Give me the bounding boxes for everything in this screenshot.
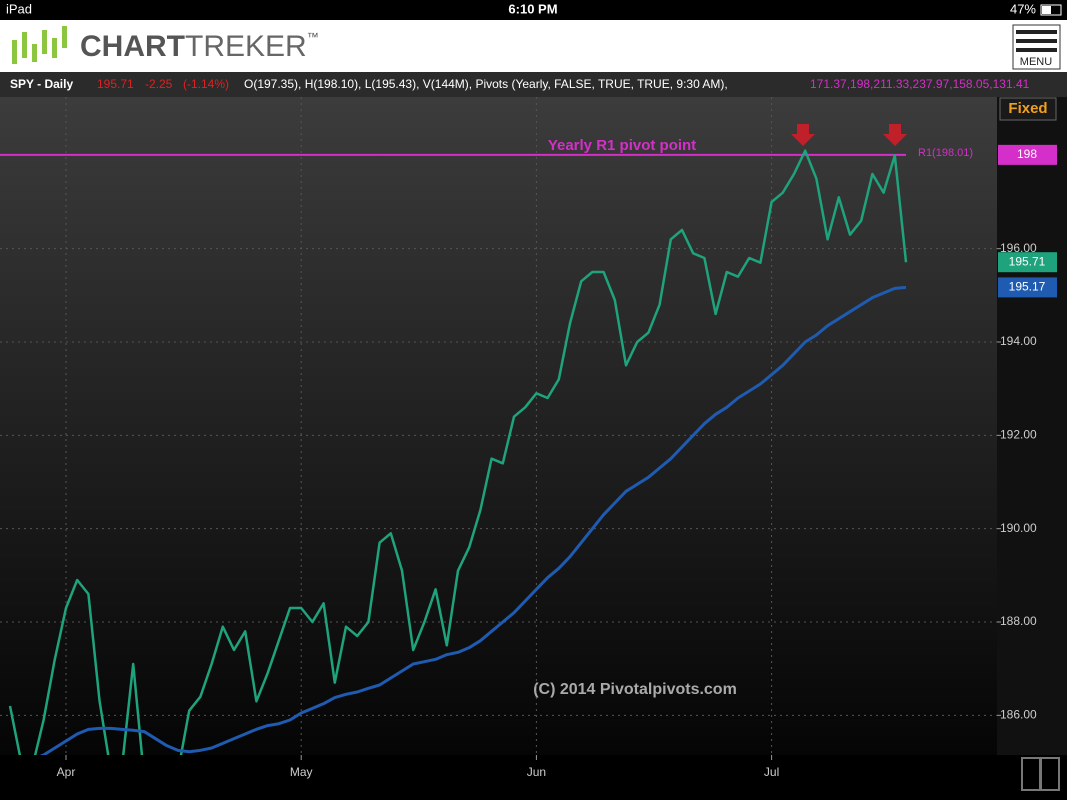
y-tick-label: 188.00 [1000,614,1037,628]
pivot-values: 171.37,198,211.33,237.97,158.05,131.41 [810,77,1030,91]
menu-bar [1016,39,1057,43]
arrow [791,124,815,146]
x-tick-label: May [290,765,313,779]
status-bar [0,0,1067,20]
mode-box[interactable] [999,97,1057,121]
series-line [39,285,907,755]
mode[interactable]: Fixed [1008,100,1047,117]
battery-level [1042,6,1051,14]
corner-icon[interactable] [1021,757,1060,791]
last-value-label: 195.71 [1009,254,1046,268]
plot [0,149,908,755]
menu-label[interactable]: MENU [1020,56,1052,68]
last-value-tag [998,277,1057,298]
last-value-tag [998,252,1057,273]
device: iPad [6,1,32,16]
info-bar [0,72,1067,97]
watermark: (C) 2014 Pivotalpivots.com [533,681,737,698]
logo-icon [12,26,67,64]
logo: CHARTTREKER™ [80,30,319,63]
battery: 47% [1010,1,1036,16]
logo-bold: CHART [80,30,185,63]
y-tick-label: 190.00 [1000,521,1037,535]
x-tick-label: Jun [527,765,546,779]
y-axis-panel [997,97,1067,755]
x-axis-panel [0,755,1067,800]
plot-area [0,97,997,755]
x-tick-label: Jul [764,765,779,779]
last-price: 195.71 [97,77,134,91]
logo-light: TREKER [185,30,307,63]
change-pct: (-1.14%) [183,77,229,91]
y-tick-label: 192.00 [1000,428,1037,442]
time: 6:10 PM [508,1,557,16]
menu-bar [1016,48,1057,52]
y-tick-label: 196.00 [1000,241,1037,255]
y-tick-label: 194.00 [1000,334,1037,348]
menu-bar [1016,30,1057,34]
series-line [8,149,908,755]
trademark: ™ [307,30,319,44]
header [0,20,1067,72]
pivot-label: R1(198.01) [918,147,973,159]
x-tick-label: Apr [57,765,76,779]
annotation: Yearly R1 pivot point [548,137,696,154]
pivot-tag [998,144,1057,165]
battery-icon [1040,4,1062,16]
y-tick-label: 186.00 [1000,708,1037,722]
ohlcv: O(197.35), H(198.10), L(195.43), V(144M)… [244,77,728,91]
symbol: SPY - Daily [10,77,73,91]
change: -2.25 [145,77,173,91]
arrow [883,124,907,146]
pivot-tag-label: 198 [1017,147,1037,161]
last-value-label: 195.17 [1009,280,1046,294]
menu-button[interactable]: MENU [1012,24,1061,70]
